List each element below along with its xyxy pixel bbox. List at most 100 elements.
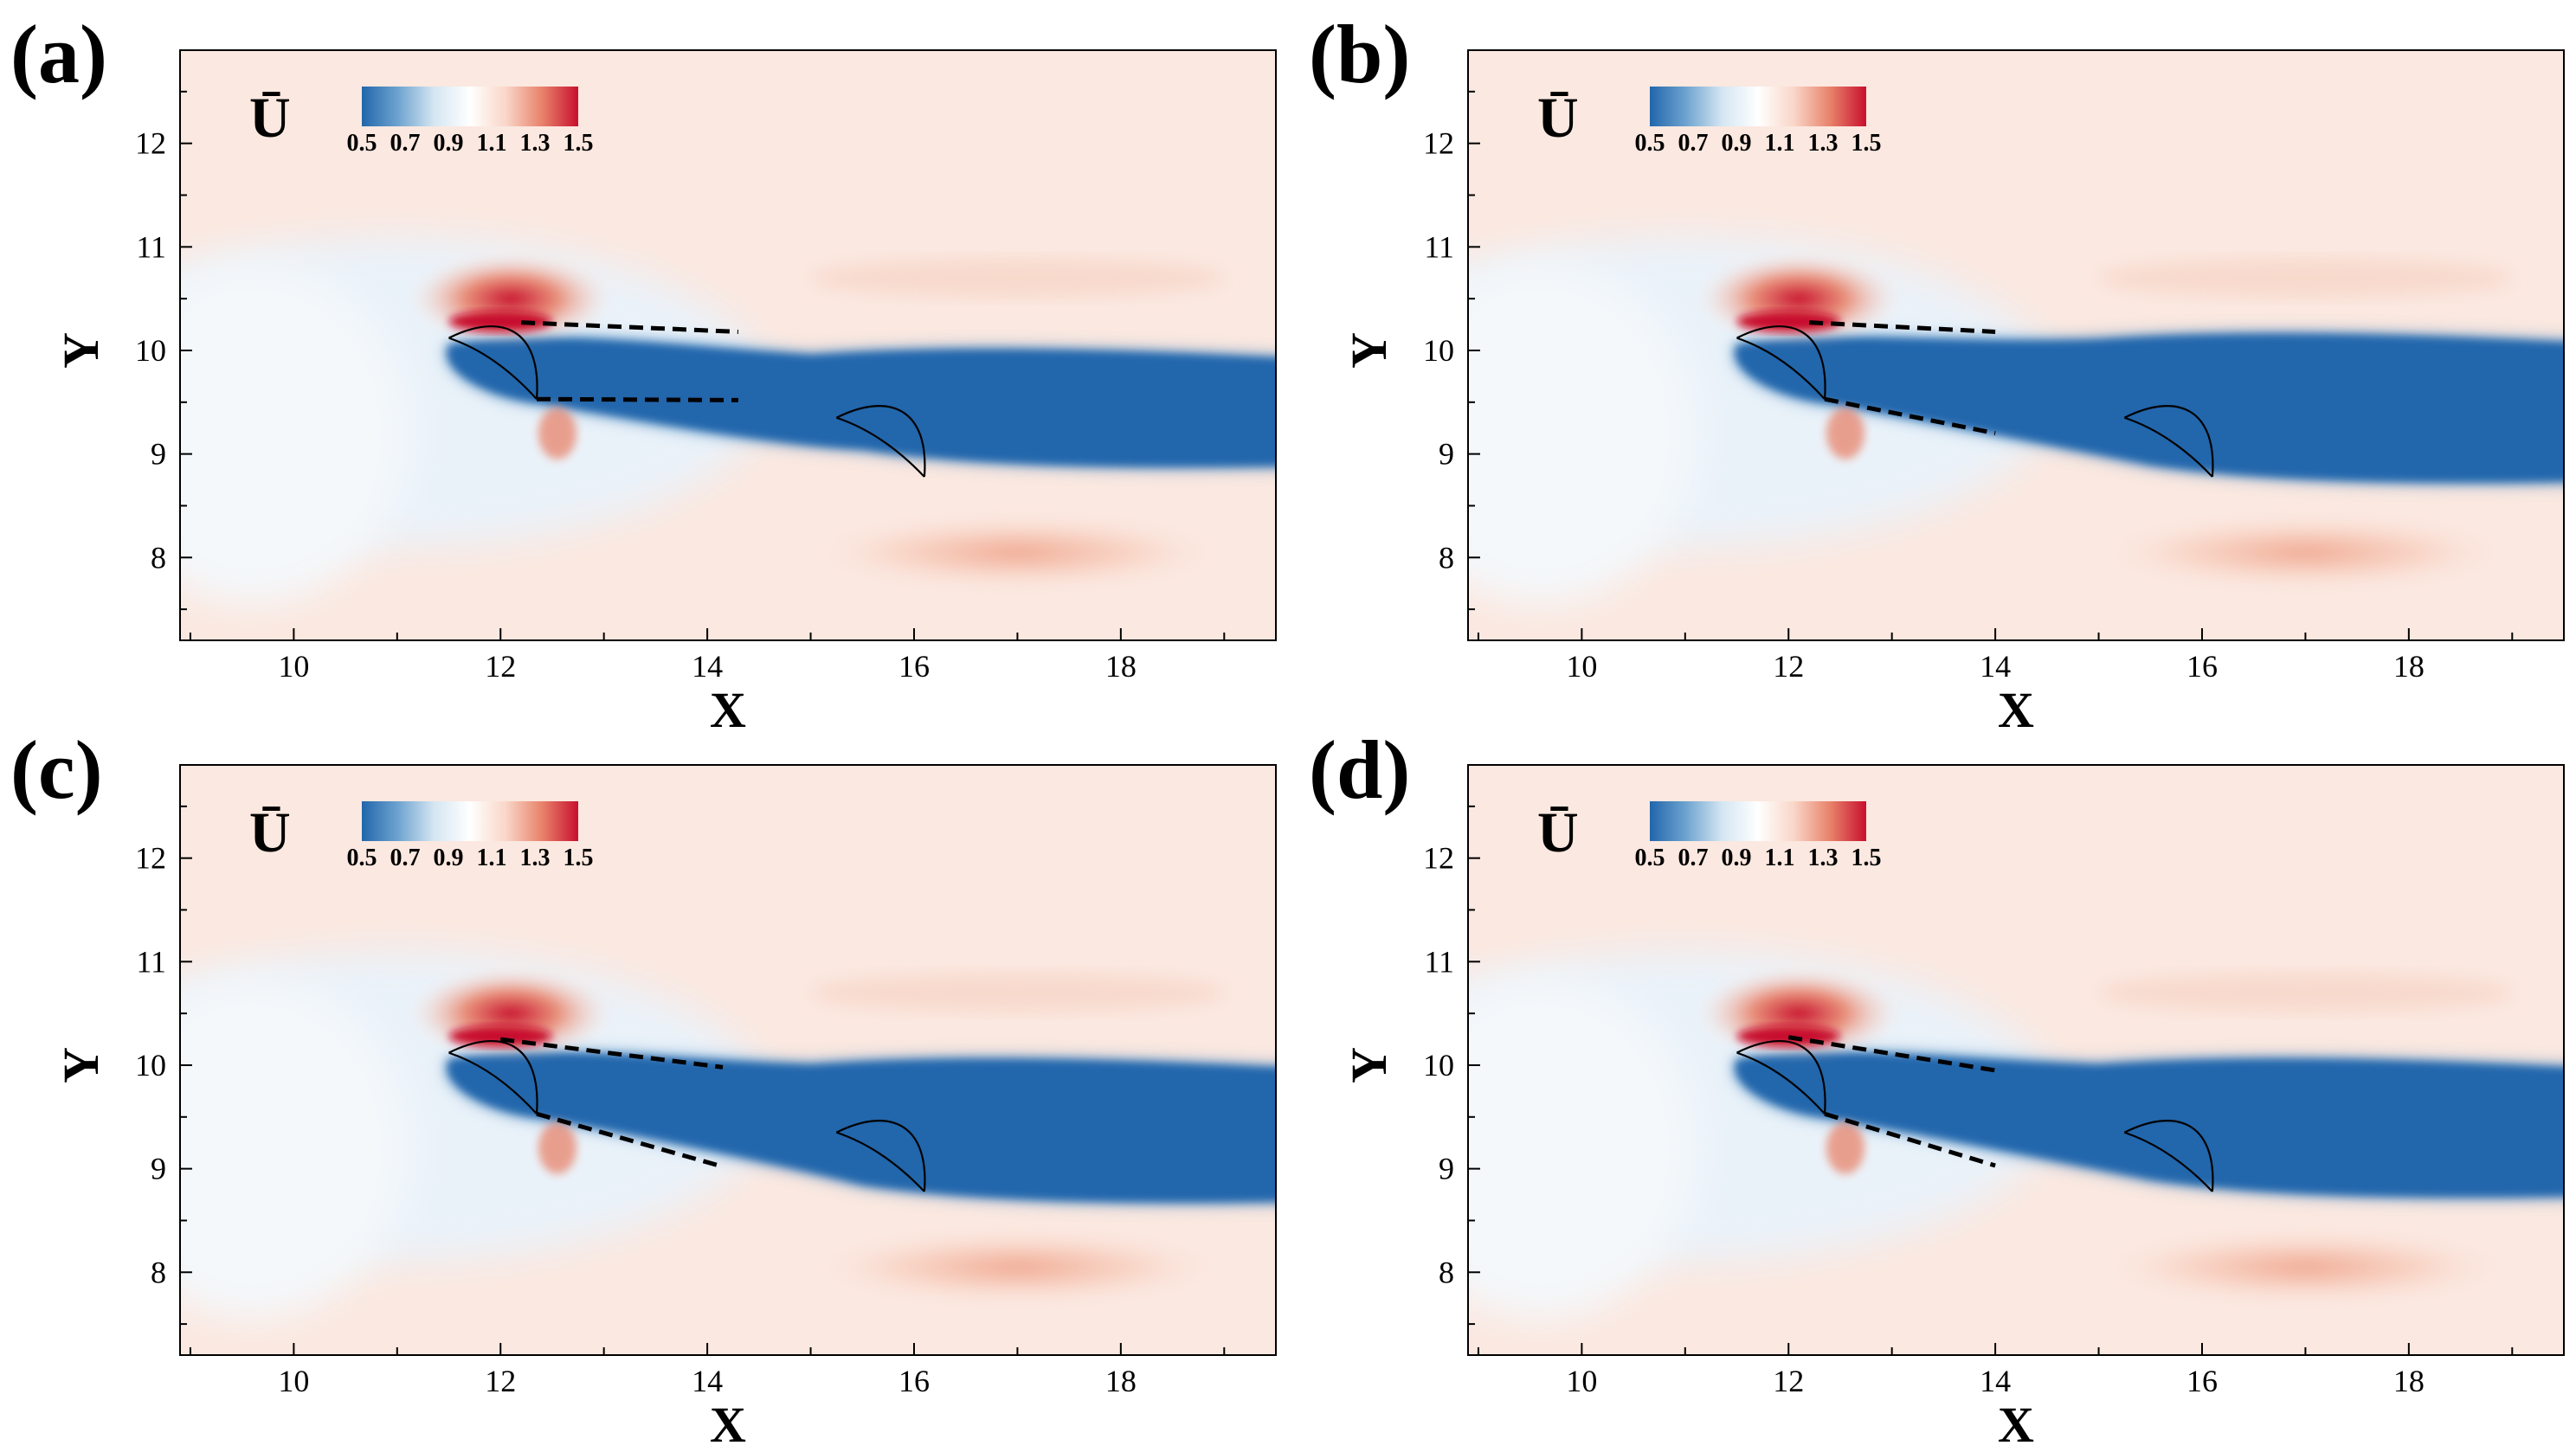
colorbar-title: Ū	[1537, 87, 1579, 150]
upstream-turbine	[448, 1040, 538, 1115]
lower-acceleration-zone	[810, 517, 1225, 588]
trailing-edge-spot	[538, 407, 576, 459]
y-tick-label: 8	[151, 540, 166, 575]
wake-boundary-upper	[1787, 1035, 1996, 1073]
wake-boundary-upper	[1809, 320, 1996, 334]
colorbar-tick-label: 0.7	[390, 845, 421, 871]
colorbar-title: Ū	[1537, 801, 1579, 864]
colorbar: Ū 0.5 0.7 0.9 1.1 1.3 1.5	[1537, 87, 1882, 157]
y-tick-label: 12	[135, 126, 166, 161]
x-tick-label: 18	[2393, 1364, 2425, 1398]
x-tick-label: 14	[1980, 1364, 2011, 1398]
panel-label: (c)	[10, 723, 103, 816]
colorbar-tick-label: 1.1	[477, 845, 507, 871]
colorbar-tick-label: 1.1	[1765, 845, 1795, 871]
colorbar-tick-label: 0.5	[1635, 845, 1665, 871]
colorbar-tick-label: 0.7	[1678, 130, 1709, 157]
colorbar-tick-label: 1.5	[1852, 845, 1882, 871]
colorbar-tick-label: 0.5	[347, 845, 377, 871]
x-tick-label: 18	[1105, 1364, 1137, 1398]
x-tick-label: 16	[898, 1364, 930, 1398]
y-tick-label: 11	[136, 944, 166, 979]
colorbar-tick-label: 0.5	[1635, 130, 1665, 157]
inflow-zone	[1468, 977, 1696, 1320]
x-tick-label: 12	[485, 1364, 516, 1398]
y-axis-title: Y	[1341, 1047, 1397, 1083]
wake-boundary-lower	[1824, 1111, 1996, 1168]
colorbar-tick-label: 0.7	[1678, 845, 1709, 871]
colorbar-gradient	[362, 87, 578, 126]
x-tick-label: 12	[1773, 649, 1804, 684]
y-tick-label: 8	[1439, 1255, 1454, 1289]
tip-acceleration	[448, 311, 552, 332]
axes: 10 12 14 16 18 8 9 10 11 12	[135, 90, 1226, 684]
downstream-turbine	[835, 405, 926, 478]
x-tick-label: 14	[1980, 649, 2011, 684]
colorbar-tick-label: 0.5	[347, 130, 377, 157]
y-tick-label: 9	[151, 1152, 166, 1186]
colorbar-tick-label: 1.1	[477, 130, 507, 157]
colorbar-tick-label: 1.5	[564, 130, 594, 157]
trailing-edge-spot	[538, 1121, 576, 1174]
wake-core	[1736, 1053, 2564, 1197]
x-tick-label: 10	[1566, 1364, 1597, 1398]
y-tick-label: 12	[1423, 841, 1454, 876]
x-tick-label: 16	[2186, 1364, 2218, 1398]
y-tick-label: 11	[136, 229, 166, 264]
tip-acceleration	[1736, 311, 1840, 332]
upstream-turbine	[1736, 1040, 1826, 1115]
plot-frame	[179, 49, 1277, 641]
x-tick-label: 16	[2186, 649, 2218, 684]
y-tick-label: 12	[135, 841, 166, 876]
axes: 10 12 14 16 18 8 9 10 11 12	[1423, 90, 2514, 684]
wake-core	[448, 338, 1276, 466]
y-tick-label: 12	[1423, 126, 1454, 161]
trailing-edge-spot	[1826, 407, 1864, 459]
colorbar: Ū 0.5 0.7 0.9 1.1 1.3 1.5	[1537, 801, 1882, 871]
upstream-turbine	[448, 325, 538, 400]
y-tick-label: 9	[1439, 1152, 1454, 1186]
lower-acceleration-zone	[810, 1232, 1225, 1302]
y-tick-label: 11	[1424, 944, 1454, 979]
colorbar-tick-label: 1.3	[1808, 130, 1839, 157]
lower-acceleration-zone	[2098, 1232, 2513, 1302]
colorbar-tick-label: 1.3	[520, 845, 551, 871]
tip-acceleration	[448, 1025, 552, 1047]
x-tick-label: 14	[692, 1364, 723, 1398]
colorbar-tick-label: 1.1	[1765, 130, 1795, 157]
colorbar-tick-label: 1.5	[564, 845, 594, 871]
wake-core	[448, 1053, 1276, 1202]
velocity-field	[180, 50, 1276, 640]
panel-label: (b)	[1309, 8, 1410, 100]
colorbar-gradient	[362, 801, 578, 841]
downstream-turbine	[2123, 1120, 2214, 1192]
upper-acceleration-zone	[2098, 973, 2513, 1012]
wake-boundary-upper	[499, 1037, 724, 1070]
plot-frame	[179, 764, 1277, 1356]
y-axis-title: Y	[53, 1047, 109, 1083]
y-tick-label: 10	[135, 333, 166, 368]
tip-acceleration	[1736, 1025, 1840, 1047]
x-tick-label: 12	[485, 649, 516, 684]
colorbar-tick-label: 1.5	[1852, 130, 1882, 157]
panel-label: (d)	[1309, 723, 1410, 816]
y-tick-label: 8	[151, 1255, 166, 1289]
wake-boundary-lower	[536, 1111, 724, 1169]
wake-boundary-upper	[521, 320, 739, 334]
x-tick-label: 10	[278, 1364, 309, 1398]
y-axis-title: Y	[53, 332, 109, 369]
y-axis-title: Y	[1341, 332, 1397, 369]
x-axis-title: X	[1998, 1397, 2034, 1452]
axes: 10 12 14 16 18 8 9 10 11 12	[135, 805, 1226, 1398]
colorbar-tick-label: 0.9	[1722, 130, 1752, 157]
lower-acceleration-zone	[2098, 517, 2513, 588]
y-tick-label: 10	[1423, 333, 1454, 368]
velocity-field	[1468, 765, 2564, 1355]
colorbar-tick-label: 1.3	[520, 130, 551, 157]
x-tick-label: 18	[1105, 649, 1137, 684]
